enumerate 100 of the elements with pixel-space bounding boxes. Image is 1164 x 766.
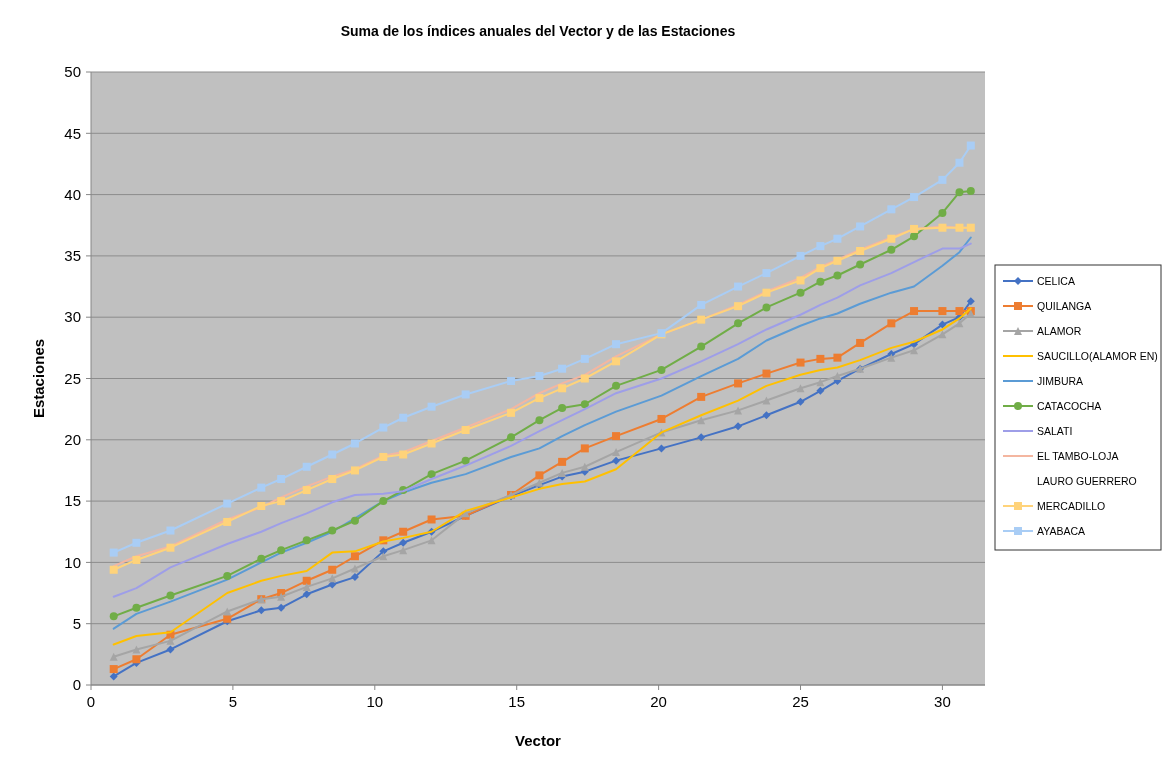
point — [955, 158, 964, 167]
point — [302, 582, 311, 591]
point — [734, 302, 743, 311]
point — [734, 282, 743, 291]
y-tick-label: 5 — [72, 614, 81, 632]
point — [399, 527, 408, 536]
point — [816, 264, 825, 273]
legend-label: AYABACA — [1037, 524, 1086, 537]
point — [796, 276, 805, 285]
y-tick-label: 40 — [64, 185, 81, 203]
y-tick-label: 35 — [64, 247, 81, 265]
text: LAURO GUERRERO — [1037, 474, 1137, 487]
point — [461, 425, 470, 434]
point — [109, 548, 118, 557]
point — [833, 372, 842, 381]
point — [762, 396, 771, 405]
point — [350, 439, 359, 448]
point — [966, 297, 975, 306]
point — [580, 462, 589, 471]
point — [966, 223, 975, 232]
point — [535, 416, 544, 425]
point — [955, 319, 964, 328]
y-tick-label: 20 — [64, 431, 81, 449]
point — [379, 423, 388, 432]
point — [697, 433, 706, 442]
x-tick-label: 20 — [650, 693, 667, 710]
point — [109, 652, 118, 661]
point — [109, 612, 118, 621]
y-tick-label: 0 — [72, 676, 81, 694]
y-tick-label: 10 — [64, 553, 81, 571]
point — [697, 300, 706, 309]
point — [796, 397, 805, 406]
point — [887, 205, 896, 214]
point — [580, 444, 589, 453]
point — [612, 432, 621, 441]
point — [833, 256, 842, 265]
point — [657, 365, 666, 374]
point — [558, 468, 567, 477]
y-tick-label: 30 — [64, 308, 81, 326]
y-tick-label: 45 — [64, 124, 81, 142]
point — [938, 175, 947, 184]
point — [535, 372, 544, 381]
point — [558, 403, 567, 412]
point — [379, 497, 388, 506]
point — [427, 402, 436, 411]
point — [257, 554, 266, 563]
point — [223, 571, 232, 580]
point — [697, 342, 706, 351]
point — [558, 384, 567, 393]
point — [910, 346, 919, 355]
point — [166, 636, 175, 645]
legend-label: SAUCILLO(ALAMOR EN) — [1037, 349, 1158, 362]
point — [166, 526, 175, 535]
point — [427, 439, 436, 448]
legend-label: CATACOCHA — [1037, 399, 1102, 412]
x-tick-label: 0 — [86, 693, 96, 710]
point — [612, 357, 621, 366]
point — [558, 457, 567, 466]
point — [558, 364, 567, 373]
point — [938, 223, 947, 232]
point — [856, 247, 865, 255]
point — [350, 564, 359, 573]
point — [223, 517, 232, 526]
legend-label: EL TAMBO-LOJA — [1037, 449, 1119, 462]
point — [697, 315, 706, 324]
point — [399, 538, 408, 547]
point — [887, 234, 896, 243]
x-tick-label: 5 — [228, 693, 238, 710]
point — [277, 497, 286, 506]
point — [507, 408, 516, 417]
point — [223, 499, 232, 508]
point — [166, 591, 175, 600]
point — [461, 456, 470, 465]
legend-label: ALAMOR — [1037, 324, 1082, 337]
point — [612, 456, 621, 465]
point — [816, 242, 825, 251]
point — [580, 354, 589, 363]
point — [816, 378, 825, 387]
point — [938, 307, 947, 316]
x-tick-label: 25 — [792, 693, 809, 710]
point — [328, 526, 337, 535]
point — [166, 543, 175, 552]
point — [302, 590, 311, 599]
point — [816, 386, 825, 395]
point — [938, 208, 947, 217]
point — [938, 320, 947, 329]
point — [302, 576, 311, 585]
x-tick-label: 10 — [366, 693, 384, 710]
point — [796, 384, 805, 393]
point — [762, 288, 771, 297]
point — [277, 603, 286, 612]
point — [955, 307, 964, 316]
point — [257, 483, 266, 492]
point — [887, 245, 896, 254]
point — [734, 379, 743, 388]
point — [257, 502, 266, 510]
point — [535, 471, 544, 480]
point — [833, 234, 842, 243]
x-tick-label: 30 — [934, 693, 951, 710]
point — [887, 319, 896, 328]
